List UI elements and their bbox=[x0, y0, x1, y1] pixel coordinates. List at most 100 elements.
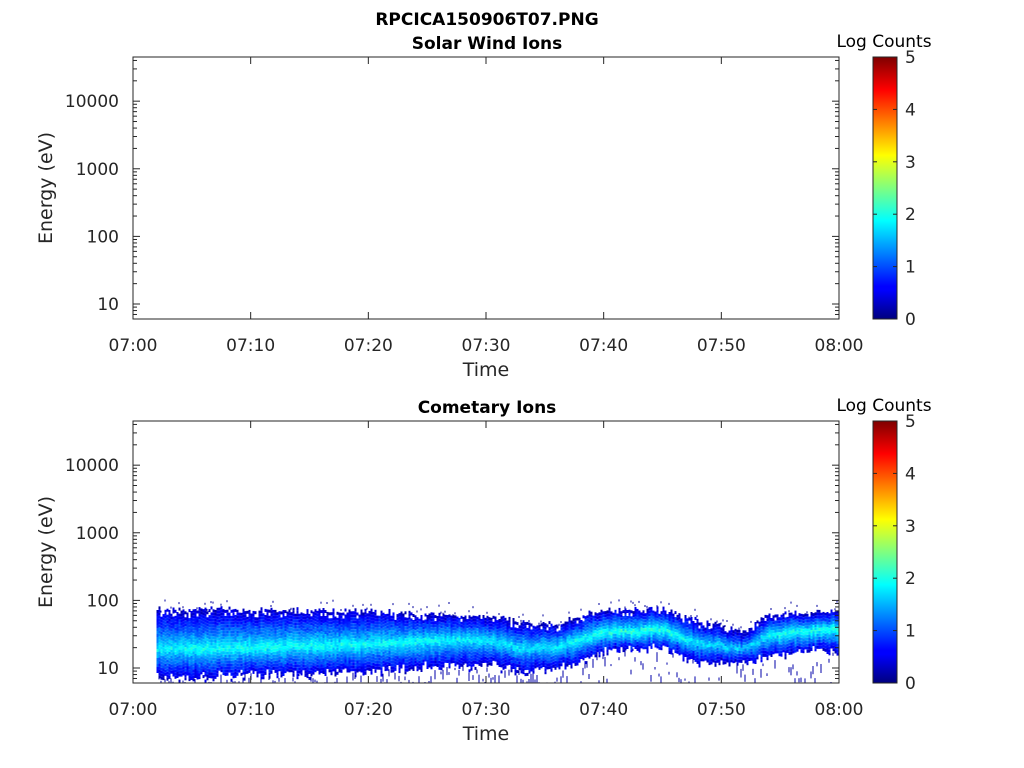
heatmap-cell bbox=[344, 656, 347, 660]
heatmap-cell bbox=[624, 629, 627, 633]
heatmap-cell bbox=[494, 675, 496, 683]
heatmap-cell bbox=[224, 642, 227, 646]
heatmap-cell bbox=[276, 642, 279, 646]
heatmap-cell bbox=[408, 625, 411, 629]
heatmap-cell bbox=[376, 666, 379, 670]
heatmap-cell bbox=[536, 675, 538, 683]
heatmap-cell bbox=[654, 629, 657, 633]
heatmap-cell bbox=[554, 645, 557, 649]
heatmap-cell bbox=[184, 674, 187, 678]
heatmap-cell bbox=[450, 639, 453, 643]
heatmap-cell bbox=[270, 655, 273, 659]
heatmap-cell bbox=[446, 645, 449, 648]
heatmap-cell bbox=[660, 614, 663, 618]
heatmap-cell bbox=[240, 618, 243, 622]
heatmap-cell bbox=[256, 638, 259, 642]
heatmap-cell bbox=[238, 663, 241, 667]
heatmap-cell bbox=[438, 645, 441, 649]
heatmap-cell bbox=[622, 649, 625, 653]
heatmap-cell bbox=[172, 673, 175, 677]
heatmap-cell bbox=[334, 655, 337, 659]
heatmap-cell bbox=[290, 624, 293, 628]
heatmap-cell bbox=[434, 624, 437, 628]
heatmap-cell bbox=[164, 651, 167, 655]
heatmap-cell bbox=[348, 624, 351, 628]
heatmap-cell bbox=[466, 628, 469, 632]
heatmap-cell bbox=[624, 620, 627, 624]
heatmap-cell bbox=[250, 661, 253, 665]
heatmap-cell bbox=[438, 633, 441, 637]
heatmap-cell bbox=[272, 645, 275, 649]
heatmap-cell bbox=[258, 640, 261, 644]
heatmap-cell bbox=[452, 651, 455, 655]
heatmap-cell bbox=[464, 627, 467, 631]
heatmap-cell bbox=[236, 666, 239, 670]
heatmap-cell bbox=[500, 649, 503, 653]
heatmap-cell bbox=[228, 651, 231, 655]
heatmap-cell bbox=[458, 650, 461, 654]
heatmap-cell bbox=[424, 637, 427, 641]
heatmap-cell bbox=[158, 606, 161, 610]
heatmap-cell bbox=[408, 646, 411, 650]
heatmap-cell bbox=[510, 657, 513, 661]
heatmap-cell bbox=[158, 624, 161, 628]
heatmap-cell bbox=[628, 627, 631, 631]
heatmap-cell bbox=[490, 635, 493, 639]
heatmap-cell bbox=[246, 664, 249, 668]
heatmap-cell bbox=[474, 642, 477, 646]
heatmap-cell bbox=[618, 607, 621, 611]
heatmap-cell bbox=[580, 626, 583, 629]
heatmap-cell bbox=[438, 615, 441, 619]
heatmap-cell bbox=[316, 637, 319, 641]
heatmap-cell bbox=[238, 618, 241, 622]
heatmap-cell bbox=[276, 648, 279, 652]
heatmap-cell bbox=[204, 625, 207, 629]
heatmap-cell bbox=[518, 646, 521, 650]
heatmap-cell bbox=[236, 657, 239, 661]
heatmap-cell bbox=[514, 669, 517, 673]
heatmap-cell bbox=[282, 652, 285, 655]
heatmap-cell bbox=[548, 639, 551, 643]
heatmap-cell bbox=[600, 639, 603, 643]
heatmap-cell bbox=[248, 677, 250, 683]
heatmap-cell bbox=[364, 665, 367, 669]
heatmap-cell bbox=[624, 638, 627, 642]
heatmap-cell bbox=[242, 641, 245, 645]
heatmap-cell bbox=[226, 621, 229, 625]
heatmap-cell bbox=[336, 629, 339, 633]
heatmap-cell bbox=[500, 625, 503, 629]
heatmap-cell bbox=[502, 666, 505, 670]
heatmap-cell bbox=[492, 648, 495, 652]
heatmap-cell bbox=[436, 637, 439, 640]
heatmap-cell bbox=[188, 669, 191, 673]
heatmap-cell bbox=[594, 618, 597, 622]
heatmap-cell bbox=[558, 648, 561, 652]
heatmap-cell bbox=[326, 659, 329, 663]
heatmap-cell bbox=[332, 629, 335, 633]
heatmap-cell bbox=[654, 638, 657, 642]
heatmap-cell bbox=[258, 643, 261, 647]
heatmap-cell bbox=[452, 618, 455, 622]
heatmap-cell bbox=[346, 621, 349, 625]
heatmap-cell bbox=[366, 664, 369, 668]
heatmap-cell bbox=[572, 657, 575, 661]
heatmap-cell bbox=[468, 621, 471, 625]
heatmap-cell bbox=[192, 630, 195, 634]
heatmap-cell bbox=[238, 624, 241, 628]
heatmap-cell bbox=[560, 651, 563, 655]
heatmap-cell bbox=[594, 633, 597, 637]
heatmap-cell bbox=[524, 631, 527, 635]
heatmap-cell bbox=[542, 646, 545, 649]
heatmap-cell bbox=[270, 640, 273, 644]
heatmap-cell bbox=[432, 639, 435, 643]
heatmap-cell bbox=[354, 629, 357, 633]
heatmap-cell bbox=[172, 643, 175, 647]
heatmap-cell bbox=[386, 661, 389, 665]
heatmap-cell bbox=[186, 666, 189, 670]
heatmap-cell bbox=[212, 624, 215, 628]
heatmap-cell bbox=[462, 652, 465, 656]
heatmap-cell bbox=[296, 670, 299, 674]
heatmap-cell bbox=[604, 611, 607, 615]
heatmap-cell bbox=[502, 615, 505, 619]
heatmap-cell bbox=[258, 634, 261, 638]
